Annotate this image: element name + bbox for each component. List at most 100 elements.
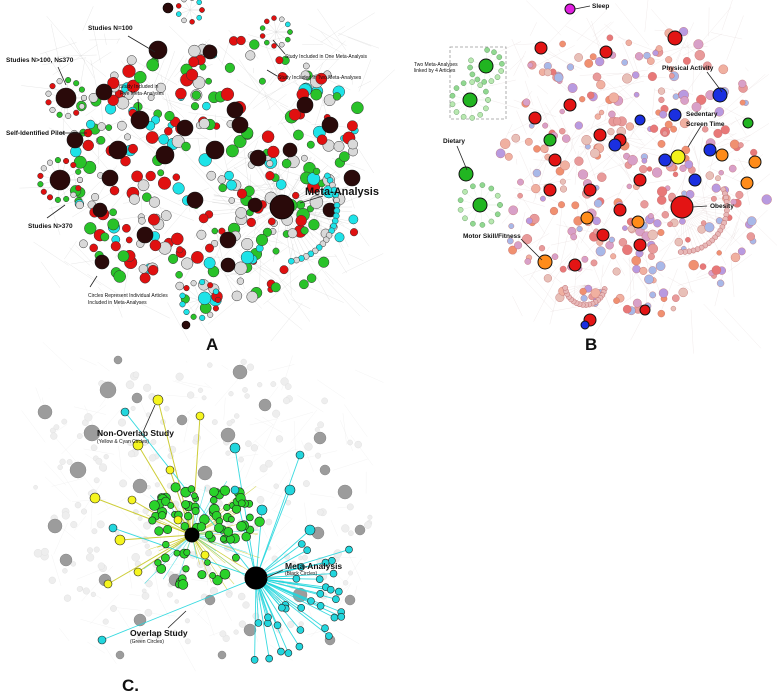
edge (539, 150, 547, 164)
edge (236, 79, 272, 101)
background-article-node (256, 495, 265, 504)
label-two-meta-l1: Two Meta-Analyses (414, 62, 458, 68)
non-overlap-node (254, 619, 263, 627)
edge (73, 406, 107, 415)
article-node (499, 60, 505, 67)
overlap-node (160, 553, 170, 563)
edge (21, 410, 46, 443)
meta-analysis-node (343, 169, 361, 187)
edge (511, 38, 529, 78)
edge (558, 49, 561, 52)
label-sleep: Sleep (592, 3, 609, 10)
edge (153, 52, 168, 87)
article-node (199, 279, 206, 286)
overlap-node (161, 496, 171, 507)
meta-analysis-node (202, 44, 218, 60)
article-node (669, 73, 675, 79)
article-node (128, 193, 140, 205)
article-node (702, 126, 709, 133)
edge (559, 114, 577, 154)
article-node (674, 237, 683, 247)
overlap-node (148, 516, 157, 525)
edge (723, 139, 751, 141)
edge (682, 211, 706, 223)
edge (690, 309, 694, 354)
background-article-node (257, 382, 263, 388)
background-article-node (145, 549, 152, 557)
edge (252, 423, 274, 445)
article-node (228, 197, 236, 204)
edge (526, 0, 562, 36)
article-node (183, 308, 190, 316)
overlap-node (241, 531, 251, 542)
background-article-node (238, 620, 247, 628)
background-article-node (93, 477, 100, 484)
background-article-node (225, 450, 231, 456)
edge (581, 142, 596, 160)
meta-analysis-node (740, 176, 754, 190)
non-overlap-node (334, 587, 343, 596)
meta-edge (124, 411, 257, 579)
article-node (559, 40, 566, 48)
edge (273, 510, 292, 519)
leader-studies-n100-370 (57, 66, 67, 86)
background-meta-node (37, 404, 53, 420)
non-overlap-node (295, 450, 305, 460)
edge (358, 59, 371, 92)
background-article-node (342, 580, 349, 586)
article-node (470, 220, 476, 227)
edge (530, 98, 561, 136)
article-node (279, 16, 285, 23)
background-article-node (317, 421, 324, 429)
non-overlap-node (165, 465, 175, 475)
edge (118, 445, 122, 473)
overlap-node (170, 482, 181, 493)
meta-edge (191, 534, 255, 561)
edge (658, 225, 694, 253)
meta-analysis-node (231, 116, 249, 134)
background-meta-node (113, 355, 123, 365)
background-meta-node (313, 431, 327, 445)
edge (290, 409, 318, 443)
edge (119, 435, 147, 439)
background-article-node (97, 562, 105, 570)
meta-analysis-node (181, 320, 191, 330)
non-overlap-node (103, 579, 113, 589)
edge (620, 96, 637, 113)
label-sedentary-l2: Screen Time (686, 121, 725, 128)
edge (730, 221, 738, 241)
background-article-node (364, 521, 372, 529)
edge (507, 113, 548, 134)
panel-a-network: Studies N=100 Studies N>100, N≤370 Study… (6, 0, 395, 354)
background-article-node (201, 395, 207, 401)
edge (186, 411, 218, 440)
article-node (627, 154, 638, 166)
edge (512, 295, 523, 317)
edge (50, 23, 61, 67)
edge (33, 241, 69, 266)
article-node (318, 256, 330, 268)
article-node (97, 122, 106, 131)
edge (97, 361, 110, 372)
edge (509, 55, 525, 70)
non-overlap-node (325, 632, 333, 640)
overlap-node (197, 570, 207, 580)
overlap-node (204, 530, 214, 540)
article-node (657, 228, 665, 236)
edge (252, 485, 283, 497)
background-article-node (197, 387, 204, 393)
article-node (46, 194, 54, 201)
article-node (574, 156, 584, 166)
edge (583, 144, 596, 179)
edge (220, 153, 255, 160)
background-article-node (143, 383, 152, 392)
overlap-node (156, 563, 167, 574)
overlap-node (254, 516, 265, 527)
article-node (306, 140, 315, 149)
article-node (494, 211, 501, 218)
overlap-node (182, 565, 190, 573)
edge (565, 25, 601, 47)
edge (216, 233, 223, 260)
label-circles-represent-l2: Included in Meta-Analyses (88, 300, 147, 306)
article-node (279, 41, 285, 48)
